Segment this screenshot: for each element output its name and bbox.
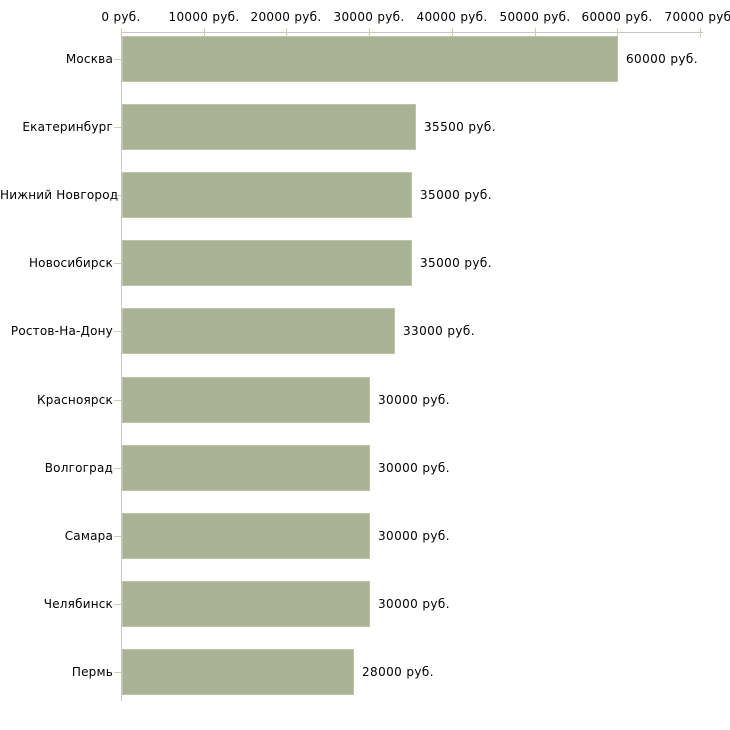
x-tick [204, 28, 205, 37]
y-tick [114, 672, 121, 673]
bar [122, 377, 370, 423]
value-label: 30000 руб. [378, 597, 450, 611]
value-label: 30000 руб. [378, 529, 450, 543]
category-label: Нижний Новгород [0, 188, 119, 202]
bar [122, 308, 395, 354]
value-label: 30000 руб. [378, 393, 450, 407]
y-tick [114, 59, 121, 60]
x-tick-label: 60000 руб. [581, 10, 653, 24]
x-tick [617, 28, 618, 37]
x-tick [369, 28, 370, 37]
y-tick [114, 400, 121, 401]
value-label: 35000 руб. [420, 188, 492, 202]
bar [122, 104, 416, 150]
y-tick [114, 263, 121, 264]
x-tick-label: 30000 руб. [333, 10, 405, 24]
x-tick [452, 28, 453, 37]
bar [122, 240, 412, 286]
bar [122, 513, 370, 559]
x-tick [286, 28, 287, 37]
y-tick [114, 127, 121, 128]
y-tick [114, 195, 121, 196]
category-label: Челябинск [43, 597, 113, 611]
x-tick [535, 28, 536, 37]
category-label: Екатеринбург [22, 120, 113, 134]
category-label: Ростов-На-Дону [10, 324, 113, 338]
bar [122, 172, 412, 218]
x-tick-label: 0 руб. [101, 10, 141, 24]
x-tick [121, 28, 122, 37]
bar [122, 581, 370, 627]
value-label: 35500 руб. [424, 120, 496, 134]
category-label: Москва [65, 52, 113, 66]
x-tick-label: 50000 руб. [499, 10, 571, 24]
value-label: 60000 руб. [626, 52, 698, 66]
category-label: Новосибирск [28, 256, 113, 270]
x-axis-line [121, 32, 703, 33]
x-tick [700, 28, 701, 37]
y-tick [114, 604, 121, 605]
value-label: 35000 руб. [420, 256, 492, 270]
x-tick-label: 20000 руб. [250, 10, 322, 24]
category-label: Красноярск [37, 393, 113, 407]
category-label: Самара [64, 529, 113, 543]
x-tick-label: 40000 руб. [416, 10, 488, 24]
x-tick-label: 70000 руб. [664, 10, 730, 24]
bar [122, 445, 370, 491]
bar [122, 649, 354, 695]
value-label: 33000 руб. [403, 324, 475, 338]
category-label: Пермь [71, 665, 113, 679]
y-tick [114, 468, 121, 469]
bar [122, 36, 618, 82]
y-tick [114, 331, 121, 332]
value-label: 28000 руб. [362, 665, 434, 679]
x-tick-label: 10000 руб. [168, 10, 240, 24]
category-label: Волгоград [44, 461, 113, 475]
y-tick [114, 536, 121, 537]
y-axis-line [121, 32, 122, 701]
value-label: 30000 руб. [378, 461, 450, 475]
